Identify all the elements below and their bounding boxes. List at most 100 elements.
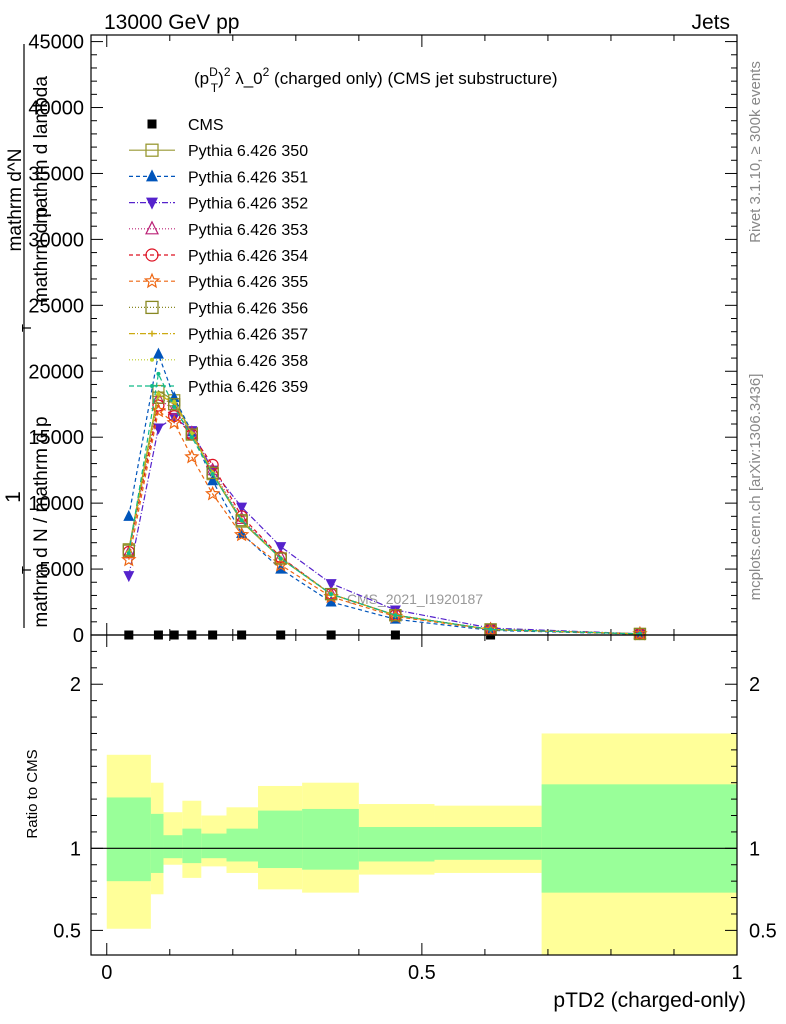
data-point bbox=[172, 404, 177, 409]
data-point bbox=[393, 613, 398, 618]
legend-entry: Pythia 6.426 353 bbox=[129, 220, 308, 239]
data-point bbox=[167, 401, 181, 415]
data-point bbox=[633, 626, 647, 640]
data-point bbox=[150, 384, 154, 388]
legend-entry: Pythia 6.426 352 bbox=[129, 196, 308, 213]
data-point bbox=[389, 609, 402, 622]
ratio-inner-band bbox=[541, 784, 737, 893]
data-point bbox=[146, 169, 158, 182]
legend-label: Pythia 6.426 359 bbox=[188, 379, 308, 396]
data-point bbox=[156, 391, 161, 396]
ratio-inner-band bbox=[434, 827, 542, 860]
ratio-x-axis: 0 0.5 1 bbox=[101, 635, 743, 984]
main-y-axis-label: 1 mathrm d N / mathrm d p T mathrm d^N m… bbox=[2, 44, 52, 628]
data-point bbox=[235, 511, 249, 525]
ratio-y-tick-label-left: 0.5 bbox=[53, 920, 81, 942]
analysis-watermark: CMS_2021_I1920187 bbox=[347, 591, 483, 607]
y-tick-label: 30000 bbox=[28, 229, 84, 251]
data-point bbox=[150, 402, 167, 418]
data-point bbox=[189, 431, 194, 436]
data-point bbox=[146, 197, 158, 210]
legend-label: Pythia 6.426 352 bbox=[188, 196, 308, 213]
ratio-y-tick-label-right: 2 bbox=[749, 674, 760, 696]
legend-label: CMS bbox=[188, 117, 224, 134]
data-point bbox=[482, 621, 499, 637]
ratio-inner-band bbox=[302, 808, 359, 870]
data-point bbox=[275, 542, 287, 554]
ratio-inner-band bbox=[182, 828, 202, 864]
data-point bbox=[145, 248, 159, 262]
ratio-y-axis-label: Ratio to CMS bbox=[24, 749, 41, 838]
legend-label: Pythia 6.426 355 bbox=[188, 274, 308, 291]
main-y-axis: 0 5000 10000 15000 20000 25000 30000 35000 40000… bbox=[28, 32, 737, 647]
ratio-inner-band bbox=[106, 797, 151, 882]
y-label-sub-t-2: T bbox=[19, 324, 34, 332]
data-point bbox=[143, 272, 161, 289]
data-point bbox=[324, 586, 338, 600]
data-point bbox=[145, 300, 159, 315]
data-point bbox=[123, 571, 135, 583]
ratio-inner-band bbox=[358, 827, 435, 862]
ratio-inner-band bbox=[201, 833, 227, 859]
ratio-inner-band bbox=[258, 810, 303, 869]
data-point bbox=[207, 474, 219, 486]
legend-entry: Pythia 6.426 359 bbox=[129, 379, 308, 396]
legend-label: Pythia 6.426 351 bbox=[188, 169, 308, 186]
data-point bbox=[205, 485, 221, 501]
data-point bbox=[278, 556, 283, 561]
legend-entry: Pythia 6.426 354 bbox=[129, 248, 308, 265]
ratio-inner-band bbox=[226, 828, 259, 862]
rivet-version-label: Rivet 3.1.10, ≥ 300k events bbox=[747, 61, 764, 243]
legend-label: Pythia 6.426 354 bbox=[188, 248, 308, 265]
y-tick-label: 20000 bbox=[28, 361, 84, 383]
data-point bbox=[172, 399, 177, 404]
legend-entry: Pythia 6.426 350 bbox=[129, 143, 308, 160]
data-point bbox=[488, 627, 493, 632]
data-point bbox=[126, 551, 131, 556]
data-point bbox=[150, 357, 154, 362]
x-axis-label: pTD2 (charged-only) bbox=[553, 989, 746, 1012]
data-point bbox=[633, 627, 647, 641]
energy-label: 13000 GeV pp bbox=[104, 11, 239, 34]
data-point bbox=[152, 347, 164, 359]
y-tick-label: 5000 bbox=[40, 559, 85, 581]
legend-label: Pythia 6.426 357 bbox=[188, 327, 308, 344]
legend-label: Pythia 6.426 350 bbox=[188, 143, 308, 160]
data-point bbox=[149, 330, 155, 337]
data-point bbox=[387, 608, 404, 624]
legend-entry: Pythia 6.426 358 bbox=[129, 353, 308, 370]
chart-title: (pD T)2 λ_02 (charged only) (CMS jet subs… bbox=[194, 65, 557, 95]
x-tick-label: 0 bbox=[101, 962, 112, 984]
ratio-y-tick-label-left: 1 bbox=[70, 838, 81, 860]
ratio-y-tick-label-right: 0.5 bbox=[749, 920, 777, 942]
series-line bbox=[128, 409, 640, 635]
data-point bbox=[168, 412, 180, 424]
y-tick-label: 25000 bbox=[28, 295, 84, 317]
ratio-inner-band bbox=[163, 835, 183, 859]
series-line bbox=[128, 351, 640, 635]
legend-label: Pythia 6.426 356 bbox=[188, 300, 308, 317]
data-point bbox=[156, 371, 161, 376]
y-tick-label: 10000 bbox=[28, 493, 84, 515]
ratio-inner-band bbox=[150, 813, 164, 873]
data-point bbox=[189, 435, 194, 440]
data-point bbox=[145, 143, 159, 157]
legend: CMS Pythia 6.426 350 Pythia 6.426 351 Pythi… bbox=[129, 117, 308, 396]
y-tick-label: 0 bbox=[73, 625, 84, 647]
legend-entry: Pythia 6.426 357 bbox=[129, 327, 308, 344]
legend-entry: Pythia 6.426 351 bbox=[129, 169, 308, 186]
data-point bbox=[274, 552, 287, 565]
data-point bbox=[236, 502, 248, 514]
series-line bbox=[128, 404, 640, 635]
main-panel: 0 5000 10000 15000 20000 25000 30000 35000 40000… bbox=[28, 32, 738, 647]
ratio-bands bbox=[106, 733, 737, 955]
data-point bbox=[233, 526, 250, 542]
y-label-sub-t-1: T bbox=[19, 566, 34, 574]
legend-label: Pythia 6.426 358 bbox=[188, 353, 308, 370]
data-point bbox=[324, 587, 338, 601]
data-point bbox=[122, 544, 135, 557]
data-point bbox=[329, 592, 334, 597]
series-pythia-359 bbox=[126, 371, 642, 636]
y-tick-label: 35000 bbox=[28, 163, 84, 185]
